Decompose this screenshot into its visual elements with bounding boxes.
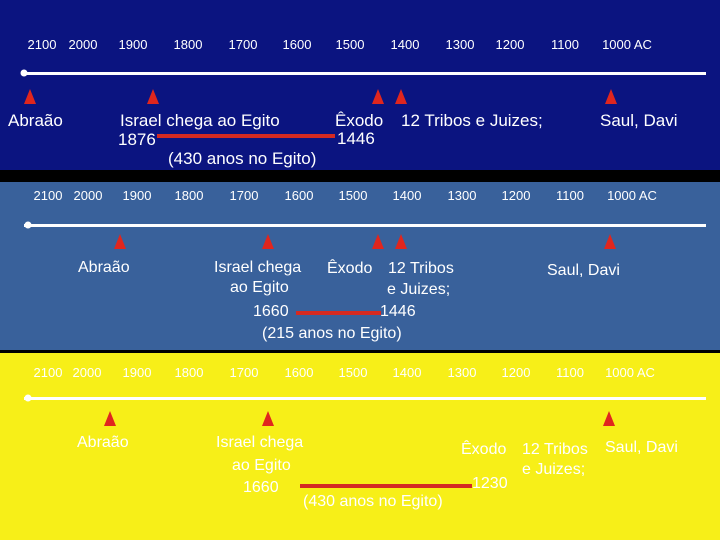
tick-label: 1200 [501, 365, 531, 380]
axis-start-dot [20, 69, 28, 77]
marker-saul-davi [604, 234, 616, 249]
label-tribos-line2: e Juizes; [387, 281, 451, 298]
tick-label: 1700 [229, 188, 259, 203]
tick-label: 1300 [445, 37, 475, 52]
tick-label: 1200 [501, 188, 531, 203]
tick-label: 1900 [122, 188, 152, 203]
label-israel-line1: Israel chega [214, 259, 302, 276]
tick-label: 1700 [228, 37, 258, 52]
label-tribos-line2: e Juizes; [522, 461, 586, 478]
marker-abraao [104, 411, 116, 426]
label-duration: (430 anos no Egito) [168, 149, 317, 168]
label-israel-egito: Israel chega ao Egito [120, 111, 280, 130]
tick-label: 1800 [174, 365, 204, 380]
label-exodo: Êxodo [461, 441, 507, 458]
marker-saul-davi [605, 89, 617, 104]
label-tribos-line1: 12 Tribos [522, 441, 588, 458]
timeline-axis [24, 72, 706, 75]
label-exodo: Êxodo [327, 260, 373, 277]
duration-bar [296, 311, 381, 315]
label-saul-davi: Saul, Davi [605, 439, 678, 456]
label-abraao: Abraão [8, 111, 63, 130]
label-12-tribos: 12 Tribos e Juizes; [401, 111, 543, 130]
label-exodo-year: 1230 [472, 475, 508, 492]
tick-label: 1600 [284, 188, 314, 203]
label-israel-year: 1660 [253, 303, 289, 320]
label-israel-line2: ao Egito [230, 279, 289, 296]
tick-label: 1800 [174, 188, 204, 203]
tick-label: 1500 [338, 365, 368, 380]
label-exodo: Êxodo [335, 111, 384, 130]
tick-label: 1100 [551, 37, 579, 52]
label-duration: (215 anos no Egito) [262, 325, 402, 342]
timeline-panel-3: 2100 2000 1900 1800 1700 1600 1500 1400 1300 1200… [0, 353, 720, 540]
label-abraao: Abraão [77, 434, 129, 451]
duration-bar [157, 134, 335, 138]
tick-label: 1000 AC [605, 365, 655, 380]
tick-label: 1300 [447, 188, 477, 203]
tick-label: 1200 [495, 37, 525, 52]
label-israel-line2: ao Egito [232, 457, 291, 474]
tick-label: 2000 [73, 188, 103, 203]
timeline-axis [24, 397, 706, 400]
label-saul-davi: Saul, Davi [600, 111, 678, 130]
marker-exodo [372, 234, 384, 249]
marker-exodo [372, 89, 384, 104]
tick-label: 1600 [282, 37, 312, 52]
label-israel-year: 1660 [243, 479, 279, 496]
tick-label: 1100 [556, 188, 584, 203]
marker-abraao [24, 89, 36, 104]
marker-12-tribos [395, 234, 407, 249]
tick-label: 1400 [390, 37, 420, 52]
marker-abraao [114, 234, 126, 249]
label-tribos-line1: 12 Tribos [388, 260, 454, 277]
tick-label: 2100 [33, 365, 63, 380]
tick-label: 1900 [122, 365, 152, 380]
tick-label: 2100 [27, 37, 57, 52]
label-abraao: Abraão [78, 259, 130, 276]
tick-label: 1900 [118, 37, 148, 52]
tick-label: 2100 [33, 188, 63, 203]
label-saul-davi: Saul, Davi [547, 262, 620, 279]
tick-label: 1800 [173, 37, 203, 52]
timeline-panel-1: 2100 2000 1900 1800 1700 1600 1500 1400 1300 1200… [0, 0, 720, 170]
axis-start-dot [24, 394, 32, 402]
label-israel-year: 1876 [118, 130, 156, 149]
duration-bar [300, 484, 472, 488]
axis-start-dot [24, 221, 32, 229]
tick-label: 1300 [447, 365, 477, 380]
marker-israel-egito [147, 89, 159, 104]
marker-saul-davi [603, 411, 615, 426]
marker-israel-egito [262, 234, 274, 249]
tick-label: 2000 [72, 365, 102, 380]
marker-12-tribos [395, 89, 407, 104]
tick-label: 2000 [68, 37, 98, 52]
tick-label: 1400 [392, 188, 422, 203]
marker-israel-egito [262, 411, 274, 426]
timeline-axis [24, 224, 706, 227]
label-israel-line1: Israel chega [216, 434, 304, 451]
tick-label: 1500 [335, 37, 365, 52]
tick-label: 1500 [338, 188, 368, 203]
tick-label: 1400 [392, 365, 422, 380]
tick-label: 1000 AC [607, 188, 657, 203]
timeline-panel-2: 2100 2000 1900 1800 1700 1600 1500 1400 1300 1200… [0, 182, 720, 350]
tick-label: 1700 [229, 365, 259, 380]
label-duration: (430 anos no Egito) [303, 493, 443, 510]
label-exodo-year: 1446 [380, 303, 416, 320]
tick-label: 1100 [556, 365, 584, 380]
tick-label: 1000 AC [602, 37, 652, 52]
tick-label: 1600 [284, 365, 314, 380]
label-exodo-year: 1446 [337, 129, 375, 148]
